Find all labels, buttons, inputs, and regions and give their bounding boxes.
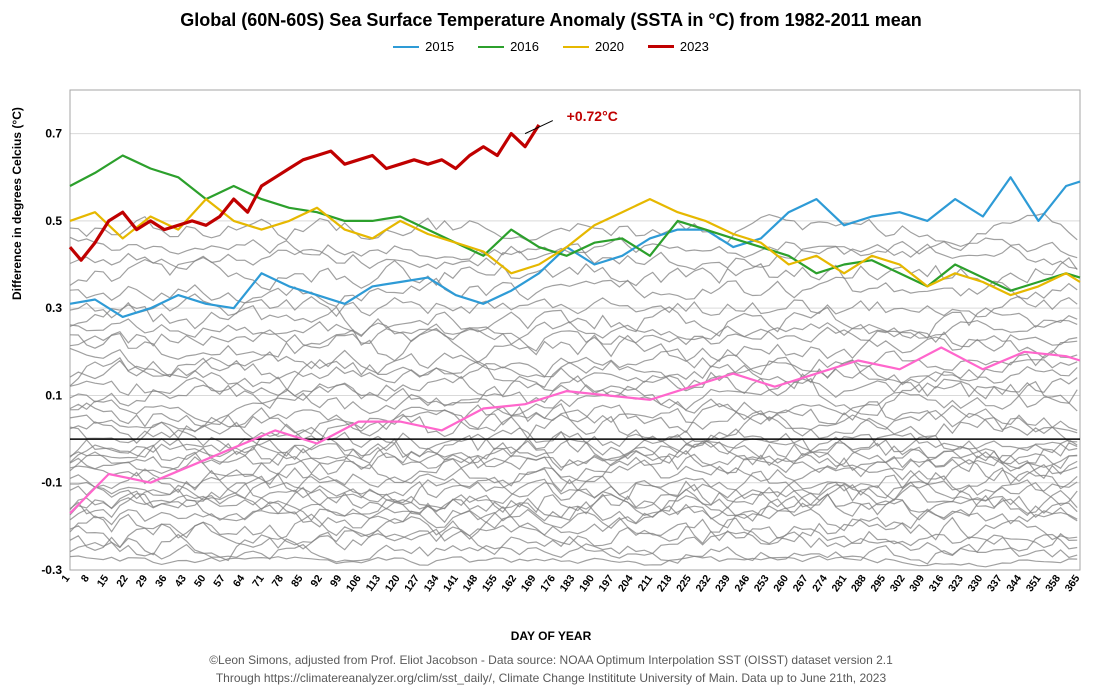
svg-text:232: 232 [694, 573, 714, 594]
svg-text:-0.1: -0.1 [41, 476, 62, 490]
svg-text:197: 197 [596, 573, 616, 594]
svg-text:218: 218 [655, 573, 675, 594]
svg-text:295: 295 [868, 573, 888, 594]
chart-area: -0.3-0.10.10.30.50.718152229364350576471… [70, 90, 1080, 610]
svg-text:99: 99 [328, 573, 345, 590]
svg-text:211: 211 [636, 573, 656, 594]
svg-text:141: 141 [441, 573, 461, 594]
svg-text:288: 288 [849, 573, 869, 594]
svg-text:309: 309 [907, 573, 927, 594]
svg-text:239: 239 [713, 573, 733, 594]
legend: 2015 2016 2020 2023 [0, 39, 1102, 54]
svg-text:267: 267 [791, 573, 811, 594]
chart-svg: -0.3-0.10.10.30.50.718152229364350576471… [70, 90, 1080, 610]
svg-text:15: 15 [95, 573, 112, 590]
legend-item-2015: 2015 [393, 39, 454, 54]
legend-swatch-icon [563, 46, 589, 48]
svg-text:106: 106 [344, 573, 364, 594]
legend-swatch-icon [478, 46, 504, 48]
x-axis-label: DAY OF YEAR [511, 629, 591, 643]
legend-item-2016: 2016 [478, 39, 539, 54]
legend-label: 2016 [510, 39, 539, 54]
legend-label: 2015 [425, 39, 454, 54]
svg-text:-0.3: -0.3 [41, 563, 62, 577]
chart-title: Global (60N-60S) Sea Surface Temperature… [0, 0, 1102, 31]
svg-text:22: 22 [114, 573, 131, 590]
svg-text:358: 358 [1043, 573, 1063, 594]
svg-text:155: 155 [480, 573, 500, 594]
svg-text:0.3: 0.3 [45, 301, 62, 315]
credit-line-1: ©Leon Simons, adjusted from Prof. Eliot … [209, 653, 893, 667]
y-axis-label: Difference in degrees Celcius (°C) [10, 107, 24, 300]
svg-text:281: 281 [829, 573, 849, 594]
svg-text:365: 365 [1063, 573, 1083, 594]
svg-text:0.1: 0.1 [45, 388, 62, 402]
svg-text:302: 302 [888, 573, 908, 594]
svg-text:64: 64 [231, 573, 248, 590]
svg-text:176: 176 [538, 573, 558, 594]
svg-text:169: 169 [519, 573, 539, 594]
legend-item-2023: 2023 [648, 39, 709, 54]
legend-item-2020: 2020 [563, 39, 624, 54]
svg-text:134: 134 [422, 573, 442, 594]
svg-text:190: 190 [577, 573, 597, 594]
peak-annotation: +0.72°C [567, 108, 618, 124]
svg-text:323: 323 [946, 573, 966, 594]
svg-text:8: 8 [79, 573, 92, 585]
svg-text:71: 71 [250, 573, 267, 590]
svg-text:225: 225 [674, 573, 694, 594]
svg-text:0.5: 0.5 [45, 214, 62, 228]
svg-text:120: 120 [383, 573, 403, 594]
svg-text:344: 344 [1004, 573, 1024, 594]
svg-text:148: 148 [460, 573, 480, 594]
legend-swatch-icon [648, 45, 674, 48]
svg-text:127: 127 [402, 573, 422, 594]
svg-text:274: 274 [810, 573, 830, 594]
svg-text:1: 1 [59, 573, 72, 585]
svg-text:57: 57 [211, 573, 228, 590]
svg-text:50: 50 [192, 573, 209, 590]
legend-swatch-icon [393, 46, 419, 48]
svg-text:316: 316 [927, 573, 947, 594]
svg-text:29: 29 [134, 573, 151, 590]
svg-text:0.7: 0.7 [45, 127, 62, 141]
svg-text:204: 204 [616, 573, 636, 594]
svg-text:351: 351 [1024, 573, 1044, 594]
svg-text:78: 78 [270, 573, 287, 590]
svg-text:43: 43 [172, 573, 189, 590]
svg-text:330: 330 [965, 573, 985, 594]
svg-text:85: 85 [289, 573, 306, 590]
legend-label: 2023 [680, 39, 709, 54]
credit-line-2: Through https://climatereanalyzer.org/cl… [216, 671, 886, 685]
svg-text:92: 92 [308, 573, 325, 590]
credit-text: ©Leon Simons, adjusted from Prof. Eliot … [28, 651, 1075, 687]
svg-text:337: 337 [985, 573, 1005, 594]
svg-text:113: 113 [364, 573, 384, 594]
svg-text:36: 36 [153, 573, 170, 590]
svg-text:183: 183 [558, 573, 578, 594]
legend-label: 2020 [595, 39, 624, 54]
svg-text:246: 246 [732, 573, 752, 594]
svg-text:162: 162 [499, 573, 519, 594]
svg-text:260: 260 [771, 573, 791, 594]
svg-text:253: 253 [752, 573, 772, 594]
